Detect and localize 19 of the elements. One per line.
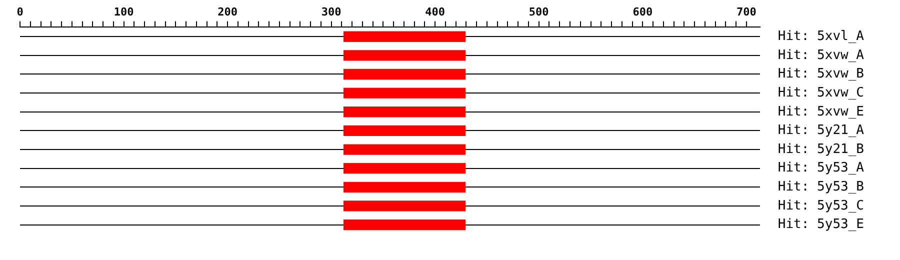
y-tick-label: Hit: 5y53_E (778, 217, 864, 232)
y-tick-label: Hit: 5xvw_A (778, 48, 864, 63)
x-tick-label: 0 (16, 5, 24, 18)
y-tick-label: Hit: 5y53_B (778, 180, 864, 195)
x-tick-label: 700 (736, 5, 756, 18)
y-tick-label: Hit: 5y21_A (778, 123, 864, 138)
y-tick-label: Hit: 5y53_C (778, 198, 864, 214)
x-tick-label: 300 (321, 5, 342, 18)
y-tick-label: Hit: 5y53_A (778, 160, 864, 176)
y-tick-label: Hit: 5y21_B (778, 142, 864, 157)
x-tick-label: 500 (528, 5, 549, 18)
y-tick-label: Hit: 5xvl_A (778, 28, 864, 44)
y-tick-label: Hit: 5xvw_C (778, 85, 864, 100)
y-tick-label: Hit: 5xvw_B (778, 66, 864, 82)
x-tick-label: 400 (425, 5, 446, 18)
x-tick-label: 100 (114, 5, 134, 18)
x-tick-label: 200 (218, 5, 238, 18)
y-tick-label: Hit: 5xvw_E (778, 104, 864, 120)
x-tick-label: 600 (632, 5, 653, 18)
